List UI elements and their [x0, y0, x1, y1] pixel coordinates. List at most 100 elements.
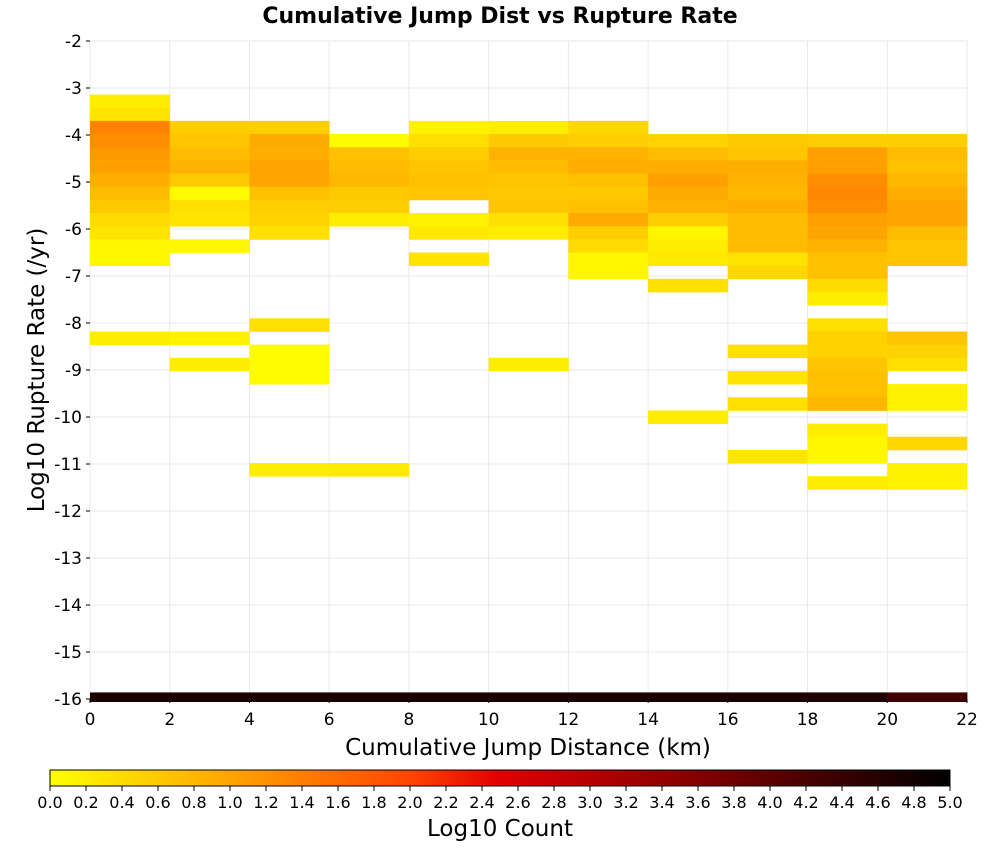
heatmap-cell — [488, 120, 569, 135]
heatmap-cell — [90, 173, 171, 188]
heatmap-cell — [169, 331, 250, 346]
heatmap-cell — [887, 186, 968, 201]
heatmap-cell — [807, 476, 888, 490]
y-tick-label: -12 — [54, 502, 82, 522]
heatmap-cell — [807, 134, 888, 148]
heatmap-cell — [169, 120, 250, 135]
heatmap-cell — [249, 186, 330, 201]
heatmap-cell — [648, 199, 729, 214]
heatmap-cell — [727, 134, 808, 148]
heatmap-cell — [90, 252, 171, 267]
colorbar-tick-label: 0.8 — [181, 793, 206, 812]
heatmap-cell — [568, 252, 649, 267]
colorbar-tick-label: 1.4 — [289, 793, 314, 812]
heatmap-cell — [648, 173, 729, 188]
heatmap-cell — [408, 173, 490, 188]
heatmap-cell — [648, 239, 729, 253]
heatmap-cell — [887, 436, 968, 451]
heatmap-cell — [807, 278, 888, 293]
heatmap-cell — [887, 173, 968, 188]
heatmap-cell — [807, 252, 888, 267]
heatmap-cell — [329, 147, 410, 161]
heatmap-cell — [727, 370, 808, 385]
heatmap-cell — [887, 331, 968, 346]
x-tick-label: 18 — [797, 710, 819, 730]
colorbar-tick-label: 4.8 — [901, 793, 926, 812]
y-tick-label: -15 — [54, 643, 82, 663]
colorbar-tick-label: 0.4 — [109, 793, 134, 812]
colorbar-tick-label: 4.6 — [865, 793, 890, 812]
x-tick-label: 20 — [876, 710, 898, 730]
heatmap-cell — [169, 160, 250, 174]
heatmap-cell — [90, 147, 171, 161]
heatmap-cell — [807, 199, 888, 214]
colorbar-tick-label: 3.6 — [685, 793, 710, 812]
heatmap-cell — [568, 265, 649, 280]
x-tick-label: 10 — [478, 710, 500, 730]
heatmap-cell — [807, 397, 888, 411]
heatmap-cell — [329, 173, 410, 188]
baseline-cell — [568, 692, 649, 702]
heatmap-cell — [807, 449, 888, 464]
y-tick-label: -11 — [54, 455, 82, 475]
colorbar-tick-label: 1.8 — [361, 793, 386, 812]
heatmap-cell — [887, 252, 968, 267]
chart-title: Cumulative Jump Dist vs Rupture Rate — [262, 4, 737, 29]
y-tick-label: -6 — [65, 220, 82, 240]
heatmap-cell — [648, 410, 729, 424]
heatmap-cell — [648, 134, 729, 148]
colorbar-tick-label: 1.0 — [217, 793, 242, 812]
baseline-cell — [249, 692, 330, 702]
heatmap-cell — [249, 160, 330, 174]
heatmap-cell — [169, 186, 250, 201]
colorbar — [49, 769, 951, 787]
heatmap-cell — [727, 147, 808, 161]
x-tick-label: 12 — [558, 710, 580, 730]
heatmap-cell — [488, 147, 569, 161]
heatmap-cell — [727, 213, 808, 227]
heatmap-cell — [807, 357, 888, 372]
heatmap-cell — [807, 173, 888, 188]
heatmap-cell — [807, 331, 888, 346]
heatmap-cell — [807, 265, 888, 280]
heatmap-cell — [807, 318, 888, 332]
heatmap-cell — [90, 199, 171, 214]
heatmap-cell — [648, 252, 729, 267]
baseline-cell — [408, 692, 490, 702]
heatmap-cell — [568, 199, 649, 214]
heatmap-cell — [169, 173, 250, 188]
x-tick-label: 4 — [244, 710, 255, 730]
colorbar-tick-label: 2.8 — [541, 793, 566, 812]
heatmap-cell — [90, 94, 171, 109]
heatmap-cell — [807, 344, 888, 359]
heatmap-cell — [488, 134, 569, 148]
heatmap-cell — [568, 186, 649, 201]
heatmap-cell — [887, 213, 968, 227]
heatmap-cell — [249, 213, 330, 227]
colorbar-tick-label: 0.0 — [37, 793, 62, 812]
heatmap-cell — [727, 239, 808, 253]
heatmap-cell — [488, 226, 569, 240]
heatmap-cell — [90, 120, 171, 135]
heatmap-cell — [169, 213, 250, 227]
y-axis-ticks: -2 -3 -4 -5 -6 -7 -8 -9 -10 -11 -12 -13 -14 -15 -16 — [54, 32, 90, 710]
heatmap-cell — [249, 344, 330, 359]
heatmap-cell — [249, 226, 330, 240]
heatmap-cell — [488, 357, 569, 372]
y-tick-label: -5 — [65, 173, 82, 193]
y-tick-label: -16 — [54, 690, 82, 710]
heatmap-cell — [648, 278, 729, 293]
heatmap-cell — [249, 199, 330, 214]
colorbar-tick-label: 3.4 — [649, 793, 674, 812]
heatmap-cell — [329, 199, 410, 214]
heatmap-cell — [408, 252, 490, 267]
x-axis-label: Cumulative Jump Distance (km) — [345, 735, 711, 761]
colorbar-label: Log10 Count — [427, 816, 573, 842]
baseline-cell — [169, 692, 250, 702]
y-tick-label: -3 — [65, 79, 82, 99]
heatmap-cell — [887, 344, 968, 359]
heatmap-cell — [648, 226, 729, 240]
heatmap-cell — [488, 186, 569, 201]
heatmap-cell — [169, 199, 250, 214]
heatmap-cell — [568, 147, 649, 161]
